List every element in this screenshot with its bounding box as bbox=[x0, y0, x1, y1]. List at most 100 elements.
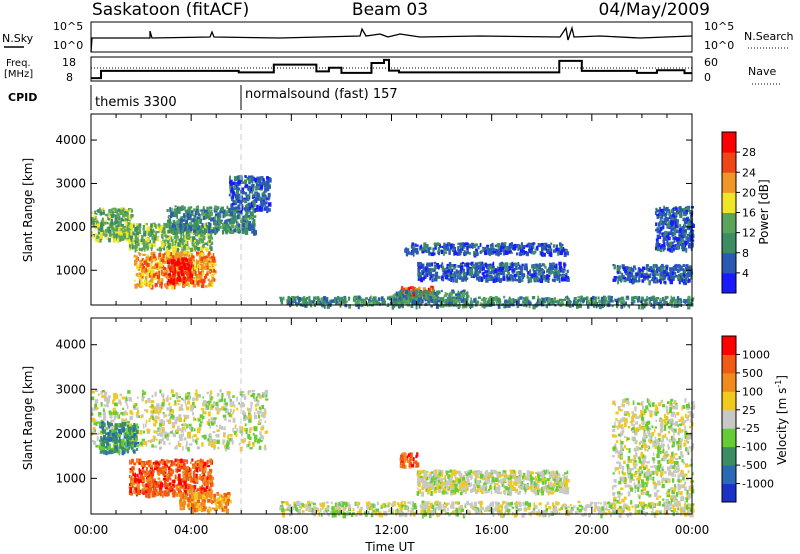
range-time-cell bbox=[476, 301, 480, 304]
range-time-cell bbox=[147, 268, 151, 272]
range-time-cell bbox=[242, 181, 245, 184]
range-time-cell bbox=[540, 251, 544, 257]
range-time-cell bbox=[188, 277, 193, 282]
beam-title: Beam 03 bbox=[352, 0, 428, 20]
range-time-cell bbox=[142, 225, 146, 228]
range-time-cell bbox=[674, 267, 677, 271]
range-time-cell bbox=[520, 278, 524, 282]
range-time-cell bbox=[142, 247, 145, 250]
range-time-cell bbox=[617, 277, 620, 283]
range-time-cell bbox=[230, 182, 233, 186]
range-time-cell bbox=[144, 243, 148, 249]
range-time-cell bbox=[148, 272, 152, 278]
range-time-cell bbox=[194, 392, 197, 396]
range-time-cell bbox=[671, 232, 675, 237]
range-time-cell bbox=[247, 226, 250, 231]
range-time-cell bbox=[144, 280, 146, 285]
range-time-cell bbox=[498, 301, 501, 305]
range-time-cell bbox=[178, 206, 181, 209]
range-time-cell bbox=[488, 252, 492, 257]
range-time-cell bbox=[265, 207, 268, 210]
range-time-cell bbox=[627, 297, 630, 301]
range-time-cell bbox=[210, 212, 213, 216]
range-time-cell bbox=[561, 268, 564, 273]
range-time-cell bbox=[169, 221, 172, 226]
y-tick-label: 1000 bbox=[55, 263, 86, 277]
range-time-cell bbox=[195, 239, 198, 244]
range-time-cell bbox=[675, 207, 678, 211]
range-time-cell bbox=[436, 265, 440, 269]
range-time-cell bbox=[163, 270, 166, 273]
range-time-cell bbox=[143, 260, 147, 265]
range-time-cell bbox=[238, 201, 241, 204]
freq-trace bbox=[91, 58, 692, 80]
range-time-cell bbox=[191, 231, 195, 234]
range-time-cell bbox=[366, 304, 369, 307]
range-time-cell bbox=[418, 303, 421, 309]
range-time-cell bbox=[687, 278, 691, 283]
range-time-cell bbox=[236, 223, 240, 227]
range-time-cell bbox=[655, 240, 659, 244]
cpid-segment-2: normalsound (fast) 157 bbox=[245, 87, 398, 102]
range-time-cell bbox=[191, 225, 194, 231]
range-time-cell bbox=[620, 277, 623, 283]
range-time-cell bbox=[578, 303, 582, 309]
range-time-cell bbox=[423, 249, 427, 253]
range-time-cell bbox=[683, 272, 685, 277]
range-time-cell bbox=[168, 272, 171, 277]
range-time-cell bbox=[618, 275, 622, 279]
range-time-cell bbox=[643, 273, 647, 276]
range-time-cell bbox=[532, 252, 536, 255]
range-time-cell bbox=[463, 273, 466, 276]
range-time-cell bbox=[674, 229, 676, 234]
range-time-cell bbox=[518, 252, 522, 257]
range-time-cell bbox=[135, 265, 140, 270]
range-time-cell bbox=[191, 212, 194, 216]
range-time-cell bbox=[517, 274, 520, 278]
colorbar-swatch bbox=[722, 192, 736, 213]
range-time-cell bbox=[255, 186, 258, 191]
range-time-cell bbox=[241, 402, 245, 407]
range-time-cell bbox=[669, 299, 673, 302]
range-time-cell bbox=[193, 267, 196, 273]
range-time-cell bbox=[176, 232, 179, 238]
range-time-cell bbox=[436, 242, 440, 246]
range-time-cell bbox=[461, 292, 466, 298]
range-time-cell bbox=[394, 298, 397, 302]
range-time-cell bbox=[553, 300, 557, 304]
range-time-cell bbox=[663, 219, 667, 222]
range-time-cell bbox=[245, 204, 250, 208]
range-time-cell bbox=[172, 220, 176, 224]
range-time-cell bbox=[664, 265, 667, 271]
range-time-cell bbox=[225, 210, 228, 215]
range-time-cell bbox=[654, 211, 657, 215]
range-time-cell bbox=[229, 176, 231, 182]
range-time-cell bbox=[546, 244, 549, 247]
range-time-cell bbox=[672, 212, 675, 216]
range-time-cell bbox=[458, 276, 462, 280]
range-time-cell bbox=[142, 389, 144, 393]
range-time-cell bbox=[244, 199, 248, 204]
range-time-cell bbox=[252, 433, 255, 436]
range-time-cell bbox=[304, 301, 308, 305]
range-time-cell bbox=[151, 254, 154, 259]
range-time-cell bbox=[117, 227, 120, 231]
range-time-cell bbox=[102, 209, 105, 213]
range-time-cell bbox=[489, 244, 493, 248]
range-time-cell bbox=[564, 296, 568, 299]
range-time-cell bbox=[546, 270, 550, 273]
range-time-cell bbox=[528, 246, 531, 249]
range-time-cell bbox=[643, 275, 647, 279]
range-time-cell bbox=[181, 219, 185, 222]
range-time-cell bbox=[176, 260, 181, 265]
range-time-cell bbox=[187, 264, 190, 269]
range-time-cell bbox=[425, 273, 429, 277]
range-time-cell bbox=[474, 266, 478, 272]
range-time-cell bbox=[176, 227, 180, 233]
range-time-cell bbox=[442, 272, 445, 275]
range-time-cell bbox=[234, 426, 236, 429]
range-time-cell bbox=[487, 265, 491, 269]
range-time-cell bbox=[466, 296, 469, 300]
range-time-cell bbox=[400, 296, 403, 301]
range-time-cell bbox=[520, 242, 523, 246]
